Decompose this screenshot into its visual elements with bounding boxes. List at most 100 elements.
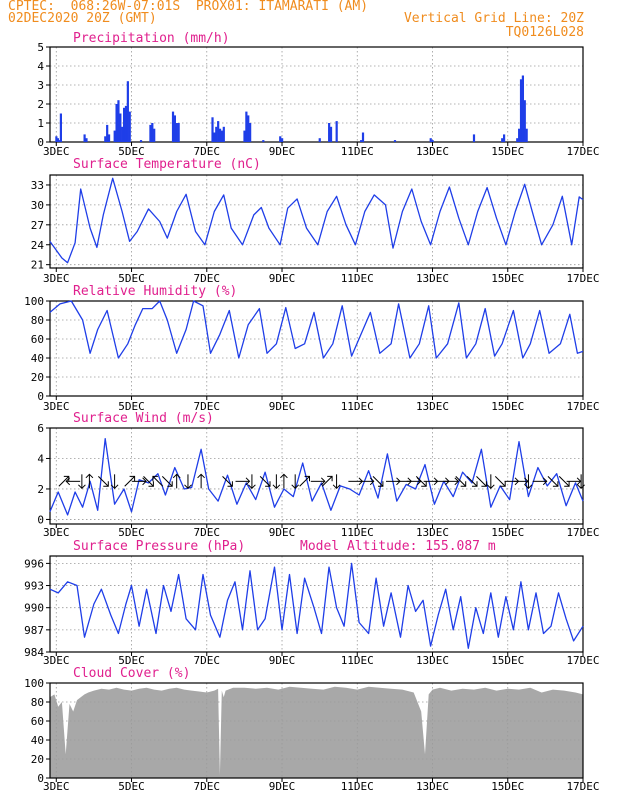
series-line	[49, 438, 584, 516]
precip-bar	[139, 140, 143, 142]
precip-bar	[247, 115, 250, 142]
wind-arrow-shaft	[558, 476, 570, 487]
wind-arrow-head	[378, 481, 384, 487]
precip-bar	[217, 121, 220, 142]
panel-frame	[49, 46, 584, 143]
x-tick-label: 11DEC	[341, 654, 374, 667]
x-tick-label: 3DEC	[43, 272, 70, 285]
precip-bar	[501, 138, 504, 142]
wind-arrow	[152, 475, 164, 487]
x-tick-label: 17DEC	[566, 145, 599, 158]
x-tick-label: 5DEC	[118, 780, 145, 793]
precip-bar	[318, 138, 321, 142]
x-tick-label: 9DEC	[269, 400, 296, 413]
wind-arrow-head	[304, 475, 310, 482]
wind-arrow-head	[167, 481, 173, 487]
precip-bar	[59, 113, 62, 142]
wind-arrow-shaft	[415, 476, 427, 487]
wind-arrow-head	[65, 477, 71, 486]
y-tick-label: 984	[24, 646, 44, 659]
wind-arrow	[299, 475, 310, 487]
wind-arrow-head	[272, 484, 281, 490]
y-tick-label: 60	[31, 333, 44, 346]
header-run-time: 02DEC2020 20Z (GMT)	[8, 11, 157, 26]
precip-bar	[173, 115, 176, 142]
x-tick-label: 5DEC	[118, 526, 145, 539]
wind-arrow	[494, 476, 506, 487]
cloud-cover-area	[49, 686, 583, 778]
x-tick-label: 11DEC	[341, 780, 374, 793]
wind-arrow-shaft	[494, 476, 506, 487]
wind-arrow	[161, 476, 173, 487]
x-tick-label: 7DEC	[194, 654, 221, 667]
wind-arrow-head	[197, 473, 205, 479]
wind-arrow-head	[472, 481, 478, 487]
x-tick-label: 3DEC	[43, 780, 70, 793]
precip-bar	[245, 111, 248, 142]
y-tick-label: 987	[24, 624, 44, 637]
y-tick-label: 0	[37, 513, 44, 526]
precip-bar	[83, 134, 86, 142]
x-tick-label: 9DEC	[269, 145, 296, 158]
panel-frame	[49, 174, 584, 269]
y-tick-label: 2	[37, 98, 44, 111]
wind-arrow-head	[486, 484, 495, 490]
wind-arrow	[310, 477, 326, 486]
wind-arrow	[184, 474, 192, 490]
precip-bar	[281, 138, 284, 142]
precip-bar	[58, 140, 61, 142]
wind-arrow-head	[542, 477, 548, 486]
x-tick-label: 11DEC	[341, 272, 374, 285]
wind-arrow-shaft	[466, 476, 478, 487]
precip-bar	[262, 140, 265, 142]
wind-arrow-head	[227, 481, 233, 487]
wind-arrow	[85, 473, 94, 489]
panel-frame	[49, 300, 584, 397]
x-tick-label: 17DEC	[566, 400, 599, 413]
y-tick-label: 27	[31, 219, 44, 232]
wind-arrow	[566, 477, 582, 486]
wind-arrow	[124, 475, 136, 487]
y-tick-label: 33	[31, 179, 44, 192]
x-tick-label: 13DEC	[416, 272, 449, 285]
wind-arrow-head	[103, 481, 109, 487]
x-tick-label: 15DEC	[491, 400, 524, 413]
x-tick-label: 3DEC	[43, 654, 70, 667]
panel-title: Relative Humidity (%)	[73, 284, 237, 299]
precip-bar	[429, 138, 432, 142]
wind-arrow-shaft	[547, 476, 559, 487]
panel-6: 0 20 40 60 80 100 3DEC 5DEC 7DEC 9DEC 11DEC 13DEC 15…	[24, 666, 599, 793]
precip-bar	[213, 132, 216, 142]
y-tick-label: 3	[37, 79, 44, 92]
wind-arrow-head	[332, 484, 341, 490]
wind-arrow	[577, 474, 585, 490]
wind-arrow	[280, 473, 288, 489]
wind-arrow-head	[248, 484, 256, 490]
wind-arrow-head	[454, 477, 460, 486]
x-tick-label: 5DEC	[118, 400, 145, 413]
precip-bar	[175, 123, 178, 142]
precip-bar	[329, 126, 333, 142]
precip-bar	[525, 128, 528, 142]
y-tick-label: 0	[37, 772, 44, 785]
y-tick-label: 4	[37, 60, 44, 73]
panel-1: 0 1 2 3 4 5 3DEC 5DEC 7DEC 9DEC 11DEC 13DEC 15DEC 17D…	[37, 31, 599, 158]
precip-bar	[121, 126, 124, 142]
x-tick-label: 17DEC	[566, 780, 599, 793]
y-tick-label: 6	[37, 422, 44, 435]
header-model-id: TQ0126L028	[505, 25, 584, 40]
wind-arrow-shaft	[455, 476, 467, 487]
wind-arrow	[359, 477, 375, 486]
panel-title: Surface Pressure (hPa)	[73, 539, 245, 554]
y-tick-label: 30	[31, 199, 44, 212]
wind-arrow-head	[552, 481, 559, 487]
x-tick-label: 17DEC	[566, 654, 599, 667]
wind-arrow-shaft	[299, 476, 310, 487]
precip-bar	[220, 130, 224, 142]
wind-arrow	[272, 474, 281, 490]
precip-bar	[393, 140, 397, 142]
wind-arrow	[486, 474, 495, 490]
x-tick-label: 7DEC	[194, 400, 221, 413]
wind-arrow-head	[421, 481, 427, 487]
